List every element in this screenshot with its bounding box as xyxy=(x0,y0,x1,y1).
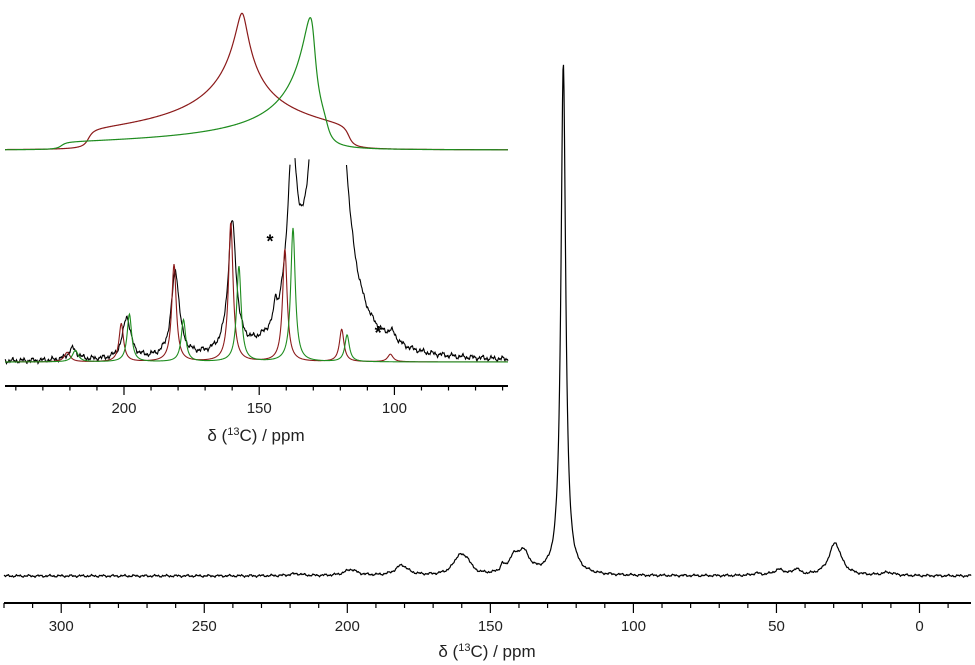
main-tick-label: 100 xyxy=(621,618,646,635)
powder-green-site-line xyxy=(5,17,508,151)
main-x-axis: 300 250 200 150 100 50 0 xyxy=(3,602,971,635)
main-chart: 300 250 200 150 100 50 0 δ (13C) / ppm xyxy=(3,64,972,661)
inset-x-axis: 200 150 100 xyxy=(5,385,508,417)
inset-tick-label: 200 xyxy=(111,400,136,417)
main-tick-label: 50 xyxy=(768,618,785,635)
main-x-axis-title: δ (13C) / ppm xyxy=(438,642,535,661)
inset-asterisk-annotation: * xyxy=(267,231,274,251)
inset-experimental-line xyxy=(4,158,509,365)
inset-tick-label: 100 xyxy=(382,400,407,417)
main-tick-label: 200 xyxy=(335,618,360,635)
inset-chart: 200 150 100 δ (13C) / ppm * * xyxy=(4,158,509,445)
powder-pattern-chart xyxy=(4,12,508,151)
inset-x-axis-title: δ (13C) / ppm xyxy=(207,426,304,445)
inset-asterisk-annotation: * xyxy=(375,323,382,343)
inset-tick-label: 150 xyxy=(247,400,272,417)
main-spectrum-line xyxy=(3,64,972,579)
main-tick-label: 300 xyxy=(49,618,74,635)
main-tick-label: 250 xyxy=(192,618,217,635)
main-tick-label: 150 xyxy=(478,618,503,635)
main-tick-label: 0 xyxy=(915,618,923,635)
inset-red-site-line xyxy=(5,222,508,363)
inset-green-site-line xyxy=(5,227,508,363)
powder-red-site-line xyxy=(4,12,508,151)
